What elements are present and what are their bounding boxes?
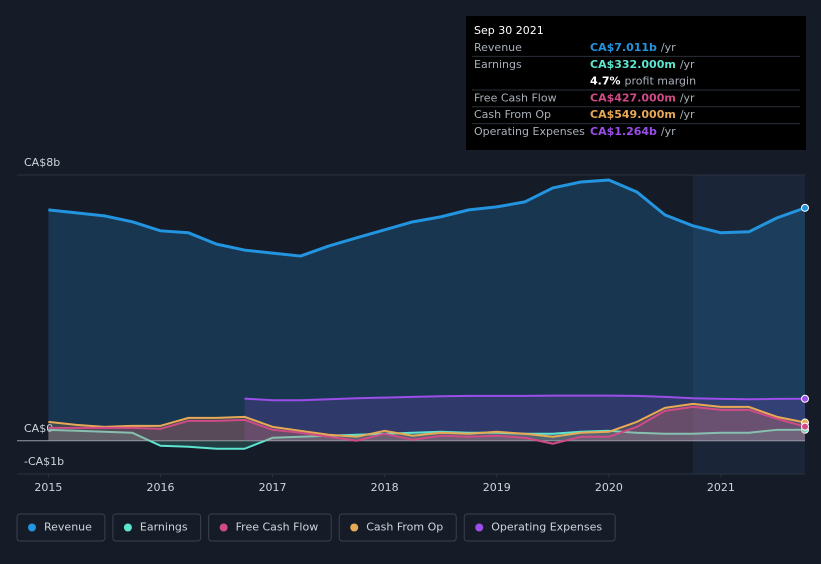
legend-item[interactable]: Revenue xyxy=(16,513,106,542)
series-line xyxy=(48,405,806,445)
x-tick-label: 2017 xyxy=(259,481,287,494)
legend-swatch[interactable] xyxy=(475,523,484,532)
series-area xyxy=(48,179,805,441)
legend-swatch[interactable] xyxy=(350,523,359,532)
legend-item[interactable]: Free Cash Flow xyxy=(208,513,332,542)
tooltip-value: 4.7% xyxy=(590,75,621,88)
tooltip-value-line: CA$427.000m/yr xyxy=(590,91,695,104)
tooltip-value: CA$1.264b xyxy=(590,125,657,138)
x-tick-label: 2020 xyxy=(595,481,623,494)
highlight-band xyxy=(693,175,805,474)
tooltip-value-line: CA$7.011b/yr xyxy=(590,41,676,54)
tooltip-label: Cash From Op xyxy=(474,108,551,121)
y-tick-label: CA$0 xyxy=(24,422,53,435)
tooltip-label: Operating Expenses xyxy=(474,125,585,138)
tooltip-label: Revenue xyxy=(474,41,522,54)
tooltip-value: CA$7.011b xyxy=(590,41,657,54)
tooltip-value: CA$332.000m xyxy=(590,58,676,71)
tooltip-value-line: 4.7% profit margin xyxy=(590,75,696,88)
legend-item[interactable]: Cash From Op xyxy=(338,513,457,542)
tooltip-unit: /yr xyxy=(680,58,695,71)
series-line xyxy=(48,402,806,438)
tooltip-value-line: CA$1.264b/yr xyxy=(590,125,676,138)
x-tick-label: 2019 xyxy=(483,481,511,494)
x-tick-label: 2015 xyxy=(34,481,62,494)
series-area xyxy=(48,403,805,441)
y-tick-label: -CA$1b xyxy=(24,455,64,468)
tooltip-unit: /yr xyxy=(680,108,695,121)
tooltip-label: Earnings xyxy=(474,58,522,71)
x-tick-label: 2016 xyxy=(146,481,174,494)
legend-box[interactable] xyxy=(463,513,616,542)
legend-label[interactable]: Revenue xyxy=(44,521,92,534)
series-line xyxy=(48,428,806,450)
x-tick-label: 2021 xyxy=(707,481,735,494)
legend-box[interactable] xyxy=(338,513,457,542)
legend-box[interactable] xyxy=(112,513,202,542)
series-line xyxy=(244,394,806,402)
tooltip-label: Free Cash Flow xyxy=(474,91,557,104)
y-tick-label: CA$8b xyxy=(24,156,60,169)
tooltip-box xyxy=(466,16,806,150)
legend: Revenue Earnings Free Cash Flow Cash From O… xyxy=(16,513,616,542)
tooltip-unit: /yr xyxy=(661,125,676,138)
tooltip-unit: profit margin xyxy=(625,75,697,88)
legend-box[interactable] xyxy=(208,513,332,542)
tooltip-value-line: CA$549.000m/yr xyxy=(590,108,695,121)
legend-label[interactable]: Operating Expenses xyxy=(491,521,602,534)
series-line xyxy=(48,178,806,258)
legend-box[interactable] xyxy=(16,513,106,542)
tooltip-value-line: CA$332.000m/yr xyxy=(590,58,695,71)
legend-label[interactable]: Cash From Op xyxy=(366,521,443,534)
legend-item[interactable]: Operating Expenses xyxy=(463,513,616,542)
tooltip-value: CA$427.000m xyxy=(590,91,676,104)
tooltip: Sep 30 2021 Revenue CA$7.011b/yr Earnings C… xyxy=(466,16,806,150)
x-tick-label: 2018 xyxy=(371,481,399,494)
plot: -CA$1b CA$0 CA$8b 2015 2016 2017 2018 2019 2020 2… xyxy=(17,156,809,494)
tooltip-unit: /yr xyxy=(680,91,695,104)
legend-swatch[interactable] xyxy=(28,523,36,532)
tooltip-value: CA$549.000m xyxy=(590,108,676,121)
end-marker xyxy=(801,394,809,403)
legend-item[interactable]: Earnings xyxy=(112,513,202,542)
end-marker xyxy=(801,203,809,212)
end-marker xyxy=(801,422,809,431)
legend-label[interactable]: Earnings xyxy=(140,521,188,534)
tooltip-unit: /yr xyxy=(661,41,676,54)
legend-swatch[interactable] xyxy=(123,523,132,532)
legend-label[interactable]: Free Cash Flow xyxy=(236,521,319,534)
tooltip-date: Sep 30 2021 xyxy=(474,24,544,37)
legend-swatch[interactable] xyxy=(219,523,228,532)
